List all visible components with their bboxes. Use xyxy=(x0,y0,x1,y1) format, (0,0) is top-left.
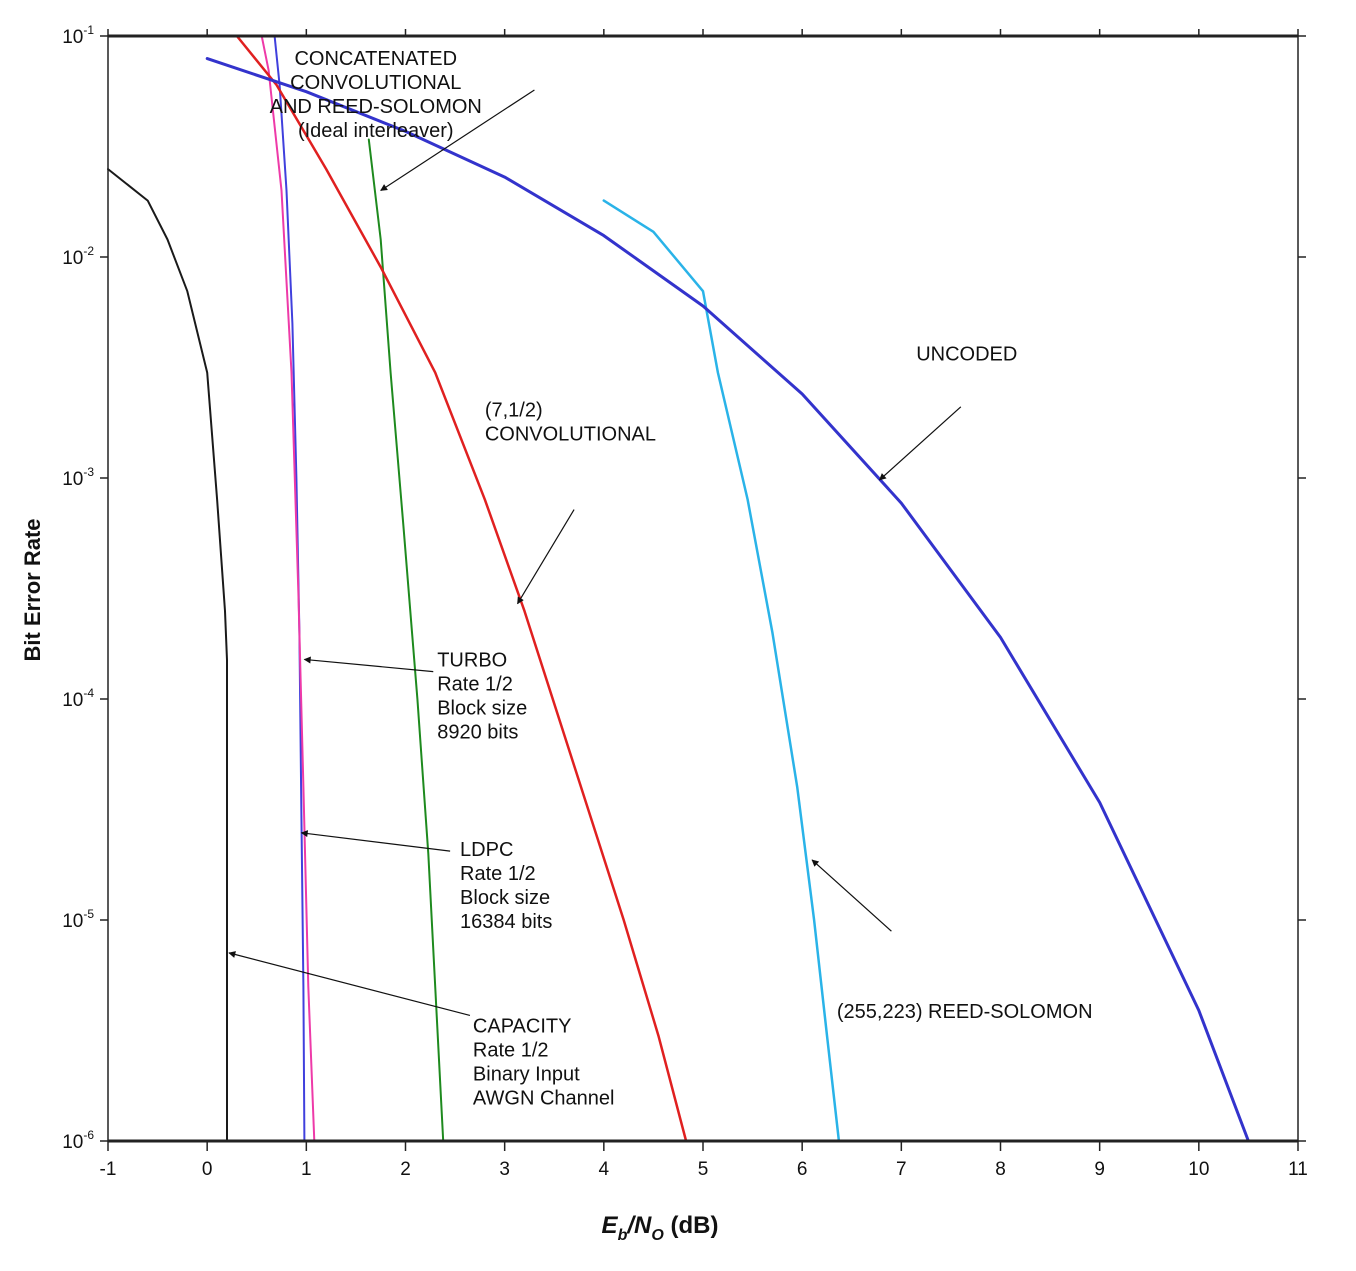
series-line-reed_solomon xyxy=(602,199,841,1143)
annotation-arrow-rs xyxy=(811,859,892,932)
x-axis-title-unit: (dB) xyxy=(664,1212,719,1239)
x-tick-label: 6 xyxy=(797,1159,808,1180)
x-axis-title-n: /N xyxy=(626,1212,652,1239)
annotation-arrow-turbo xyxy=(303,656,434,673)
x-axis-title-sub-b: b xyxy=(618,1227,628,1244)
annotation-capacity: CAPACITY Rate 1/2 Binary Input AWGN Channel xyxy=(473,1015,615,1109)
x-axis-title-sub-o: O xyxy=(651,1227,664,1244)
x-tick-label: 11 xyxy=(1288,1159,1308,1180)
series-line-capacity xyxy=(107,168,228,1142)
x-tick-label: 9 xyxy=(1094,1159,1105,1180)
x-tick-label: 2 xyxy=(400,1159,411,1180)
annotation-turbo: TURBO Rate 1/2 Block size 8920 bits xyxy=(437,650,527,744)
annotation-arrow-ldpc xyxy=(300,830,451,852)
series-line-convolutional xyxy=(235,34,688,1143)
y-tick-label: 10-1 xyxy=(62,23,94,48)
annotation-arrow-concat xyxy=(380,89,535,191)
series-line-ldpc xyxy=(260,35,316,1142)
series-line-uncoded xyxy=(205,57,1250,1143)
annotation-uncoded: UNCODED xyxy=(916,344,1017,366)
x-tick-label: 0 xyxy=(202,1159,213,1180)
series-line-turbo xyxy=(273,35,306,1142)
x-tick-label: -1 xyxy=(100,1159,117,1180)
annotation-rs: (255,223) REED-SOLOMON xyxy=(837,1001,1093,1023)
y-tick-label: 10-2 xyxy=(62,244,94,269)
annotations-group: CONCATENATED CONVOLUTIONAL AND REED-SOLOMO… xyxy=(228,48,1093,1109)
y-tick-label: 10-4 xyxy=(62,686,94,711)
annotation-arrow-capacity xyxy=(228,951,471,1017)
x-tick-label: 4 xyxy=(599,1159,610,1180)
x-tick-label: 10 xyxy=(1188,1159,1209,1180)
annotation-concat: CONCATENATED CONVOLUTIONAL AND REED-SOLOMO… xyxy=(270,48,482,142)
annotation-conv: (7,1/2) CONVOLUTIONAL xyxy=(485,399,656,445)
axis-ticks: -1 0 1 2 3 4 5 6 7 8 9 10 11 10-1 10-2 10-3 10-4 10-5 10-6 xyxy=(62,23,1308,1180)
x-tick-label: 5 xyxy=(698,1159,709,1180)
y-axis-title: Bit Error Rate xyxy=(20,518,45,661)
x-tick-label: 3 xyxy=(499,1159,510,1180)
annotation-arrow-uncoded xyxy=(878,406,962,481)
annotation-ldpc: LDPC Rate 1/2 Block size 16384 bits xyxy=(460,839,552,933)
x-axis-title: Eb/NO (dB) xyxy=(602,1212,719,1244)
annotation-arrow-conv xyxy=(517,509,575,605)
x-axis-title-e: E xyxy=(602,1212,619,1239)
series-group xyxy=(107,34,1250,1143)
series-line-concatenated xyxy=(367,138,445,1142)
y-tick-label: 10-5 xyxy=(62,907,94,932)
x-tick-label: 7 xyxy=(896,1159,907,1180)
x-tick-label: 1 xyxy=(301,1159,312,1180)
y-tick-label: 10-3 xyxy=(62,465,94,490)
x-tick-label: 8 xyxy=(995,1159,1006,1180)
y-tick-label: 10-6 xyxy=(62,1128,94,1153)
